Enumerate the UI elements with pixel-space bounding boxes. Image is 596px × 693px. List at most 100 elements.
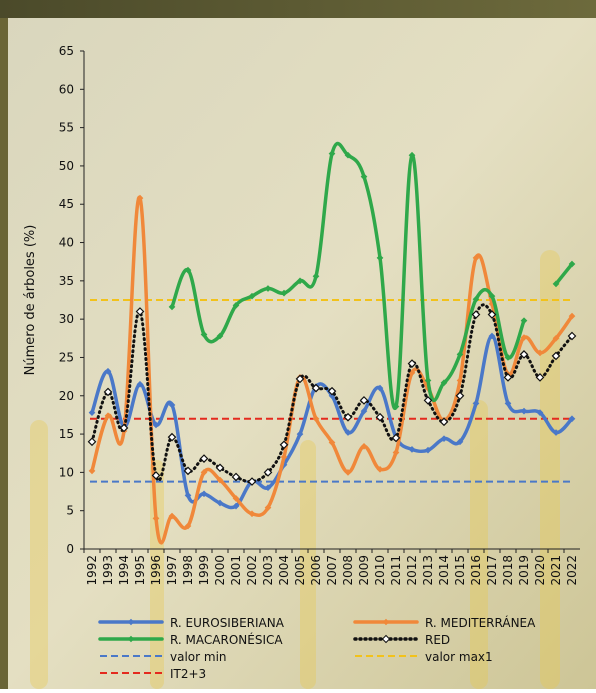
data-point <box>328 439 336 446</box>
y-tick-label: 0 <box>66 542 74 556</box>
x-tick-label: 2008 <box>341 555 355 586</box>
data-point <box>200 469 208 476</box>
data-point <box>215 463 225 473</box>
x-tick-label: 2021 <box>549 555 563 586</box>
data-point <box>520 334 528 341</box>
data-point <box>328 150 336 158</box>
data-point <box>199 454 209 463</box>
data-point <box>168 401 176 409</box>
data-point <box>360 173 368 180</box>
background-decor <box>30 250 560 689</box>
data-point <box>360 407 368 415</box>
data-point <box>376 384 384 392</box>
data-point <box>535 373 545 382</box>
data-point <box>183 466 193 476</box>
y-tick-label: 50 <box>59 159 74 173</box>
data-point <box>503 373 513 382</box>
data-point <box>440 435 448 443</box>
y-tick-label: 20 <box>59 389 74 403</box>
y-tick-label: 55 <box>59 121 74 135</box>
legend-label: valor min <box>170 650 227 664</box>
y-tick-label: 10 <box>59 465 74 479</box>
legend-label: R. MACARONÉSICA <box>170 632 283 647</box>
data-point <box>472 254 480 262</box>
x-tick-label: 2018 <box>501 555 515 586</box>
data-point <box>312 272 320 280</box>
x-tick-label: 2014 <box>437 555 451 586</box>
x-tick-label: 1993 <box>101 555 115 586</box>
data-point <box>455 391 465 401</box>
legend-label: RED <box>425 633 450 647</box>
x-tick-label: 2005 <box>293 555 307 586</box>
x-tick-label: 2017 <box>485 555 499 586</box>
top-band <box>0 0 596 18</box>
data-point <box>231 472 241 482</box>
data-point <box>88 467 96 475</box>
data-point <box>136 194 144 202</box>
data-point <box>408 151 416 159</box>
legend-label: valor max1 <box>425 650 493 664</box>
data-point <box>167 432 177 442</box>
data-point <box>487 310 497 319</box>
legend-marker <box>127 618 135 626</box>
data-point <box>343 412 353 422</box>
data-point <box>263 468 273 477</box>
data-point <box>232 495 240 502</box>
data-point <box>104 367 112 375</box>
x-tick-label: 1995 <box>133 555 147 586</box>
data-point <box>232 502 240 510</box>
data-point <box>200 490 208 498</box>
data-point <box>520 317 528 325</box>
x-tick-label: 2020 <box>533 555 547 586</box>
x-tick-label: 2015 <box>453 555 467 586</box>
data-point <box>375 412 385 422</box>
x-tick-label: 2016 <box>469 555 483 586</box>
data-point <box>551 351 561 361</box>
decor <box>30 420 48 689</box>
data-point <box>536 349 544 357</box>
data-point <box>247 477 257 486</box>
legend-label: R. EUROSIBERIANA <box>170 616 285 630</box>
data-point <box>248 292 256 300</box>
data-point <box>104 412 112 420</box>
data-point <box>536 409 544 416</box>
data-point <box>216 332 224 340</box>
decor <box>540 250 560 689</box>
data-point <box>103 387 113 397</box>
data-point <box>567 331 577 341</box>
x-tick-label: 2006 <box>309 555 323 586</box>
x-tick-label: 1999 <box>197 555 211 586</box>
data-point <box>440 379 448 387</box>
data-point <box>135 307 145 316</box>
data-point <box>184 266 192 274</box>
data-point <box>264 285 272 292</box>
x-tick-label: 2000 <box>213 555 227 586</box>
x-tick-label: 2001 <box>229 555 243 586</box>
y-tick-label: 60 <box>59 82 74 96</box>
data-point <box>168 303 176 311</box>
x-tick-label: 2011 <box>389 555 403 586</box>
data-point <box>392 449 400 456</box>
x-tick-label: 2004 <box>277 555 291 586</box>
data-point <box>344 151 352 159</box>
data-point <box>392 403 400 410</box>
y-tick-label: 45 <box>59 197 74 211</box>
x-tick-label: 1998 <box>181 555 195 586</box>
data-point <box>424 377 432 384</box>
data-point <box>472 295 480 303</box>
data-point <box>520 407 528 415</box>
data-point <box>119 423 129 433</box>
data-point <box>552 280 560 288</box>
y-tick-label: 65 <box>59 44 74 58</box>
y-tick-label: 5 <box>66 504 74 518</box>
data-point <box>200 331 208 338</box>
data-point <box>344 469 352 476</box>
data-point <box>184 492 192 499</box>
legend-label: R. MEDITERRÁNEA <box>425 615 536 630</box>
data-point <box>264 484 272 492</box>
data-point <box>280 453 288 461</box>
data-point <box>471 310 481 319</box>
data-point <box>151 471 161 480</box>
data-point <box>360 442 368 450</box>
